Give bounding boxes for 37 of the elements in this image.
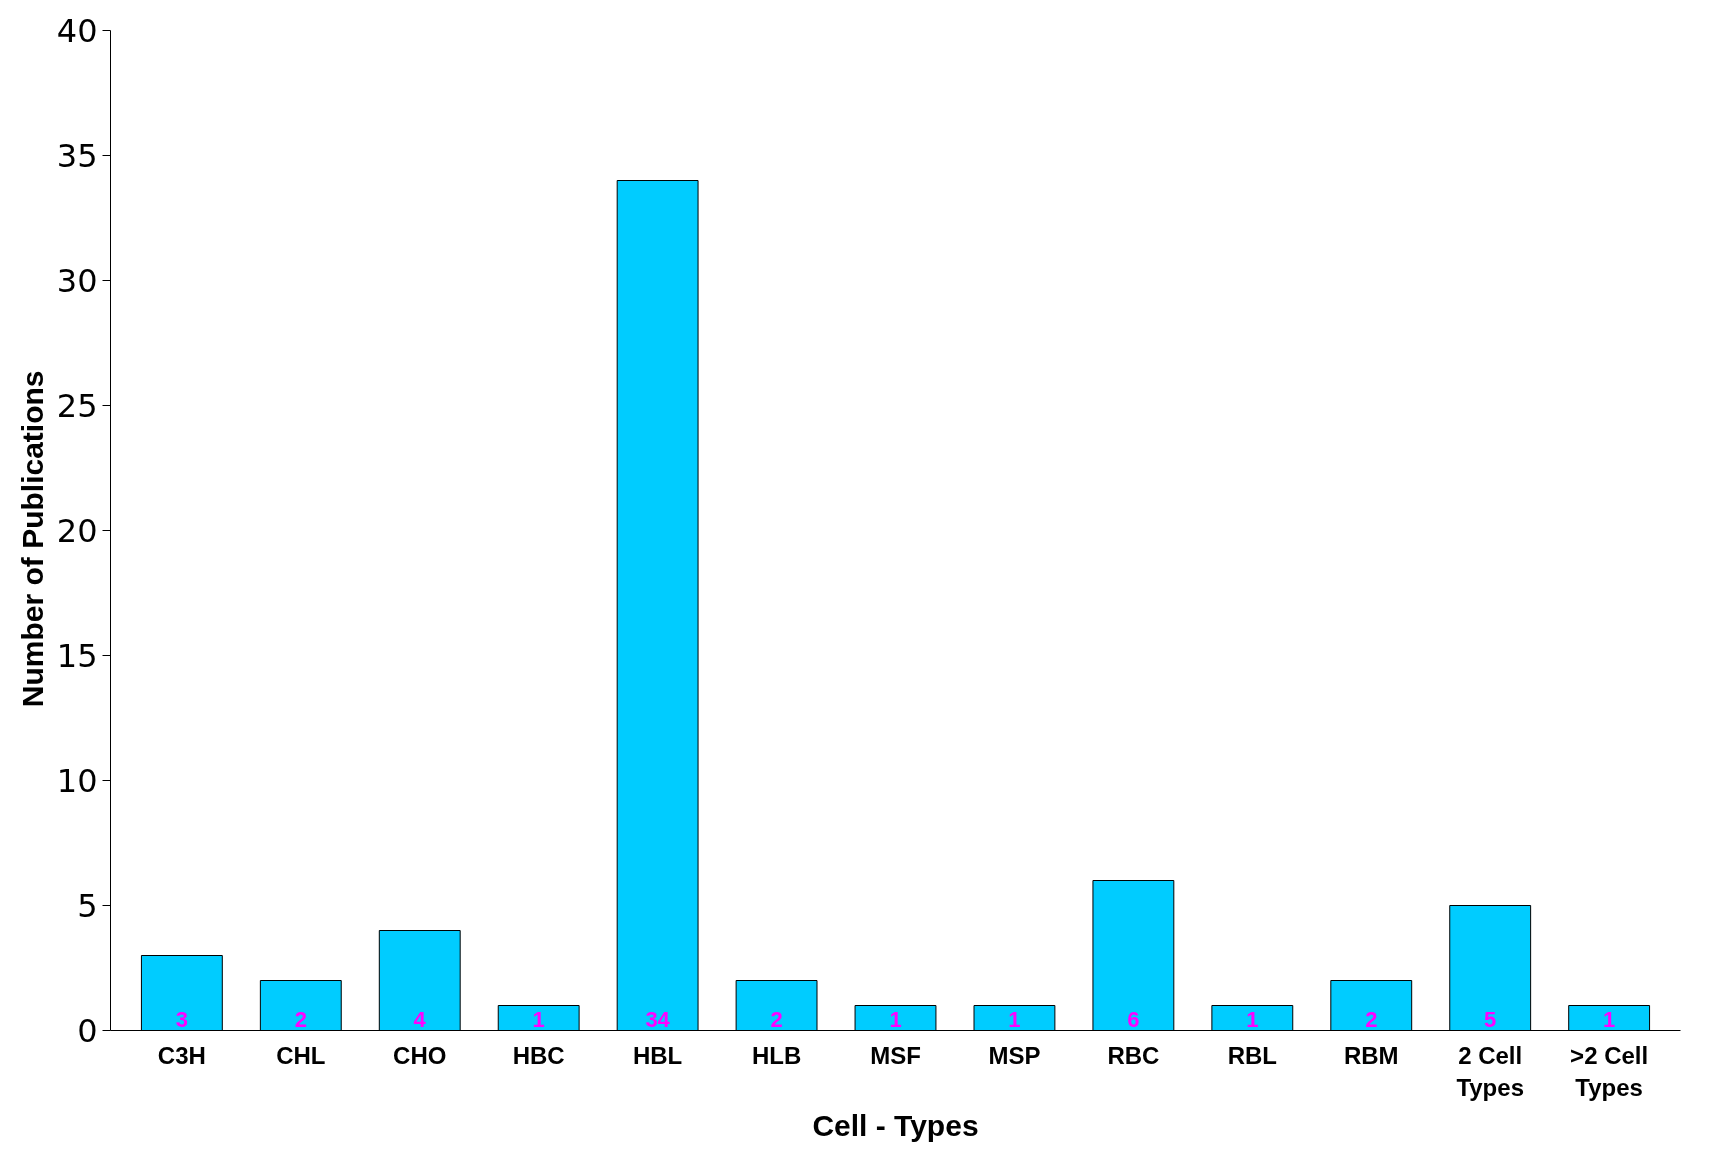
y-tick-label: 20 (56, 512, 98, 550)
y-axis-title: Number of Publications (15, 370, 49, 708)
x-axis-title: Cell - Types (812, 1108, 979, 1142)
data-label: 6 (1127, 1006, 1140, 1032)
x-tick-label: 2 Cell Types (1456, 1041, 1524, 1101)
data-label: 1 (889, 1006, 902, 1032)
data-label: 1 (1246, 1006, 1259, 1032)
data-label: 5 (1484, 1006, 1497, 1032)
x-tick-label: C3H (157, 1041, 206, 1069)
y-tick-label: 15 (56, 637, 98, 675)
data-label: 1 (1603, 1006, 1616, 1032)
x-tick-label: HBC (512, 1041, 565, 1069)
y-tick-label: 5 (77, 887, 98, 925)
x-tick-label: CHL (276, 1041, 326, 1069)
data-label: 3 (175, 1006, 188, 1032)
x-tick-label: RBC (1107, 1041, 1160, 1069)
data-label: 4 (413, 1006, 427, 1032)
data-label: 2 (294, 1006, 307, 1032)
y-tick-label: 0 (77, 1012, 98, 1050)
data-label: 34 (645, 1006, 671, 1032)
data-label: 1 (532, 1006, 545, 1032)
y-tick-label: 25 (56, 387, 98, 425)
x-tick-label: >2 Cell Types (1570, 1041, 1649, 1101)
x-tick-label: HBL (632, 1041, 683, 1069)
x-tick-label: MSP (988, 1041, 1041, 1069)
data-label: 2 (1365, 1006, 1378, 1032)
x-tick-label: RBM (1343, 1041, 1399, 1069)
x-tick-label: CHO (393, 1041, 447, 1069)
y-tick-label: 30 (56, 262, 98, 300)
y-tick-label: 10 (56, 762, 98, 800)
data-label: 2 (770, 1006, 783, 1032)
x-tick-label: RBL (1227, 1041, 1277, 1069)
x-tick-label: MSF (870, 1041, 921, 1069)
y-tick-label: 40 (56, 12, 98, 50)
data-label: 1 (1008, 1006, 1021, 1032)
y-tick-label: 35 (56, 137, 98, 175)
x-tick-label: HLB (751, 1041, 802, 1069)
